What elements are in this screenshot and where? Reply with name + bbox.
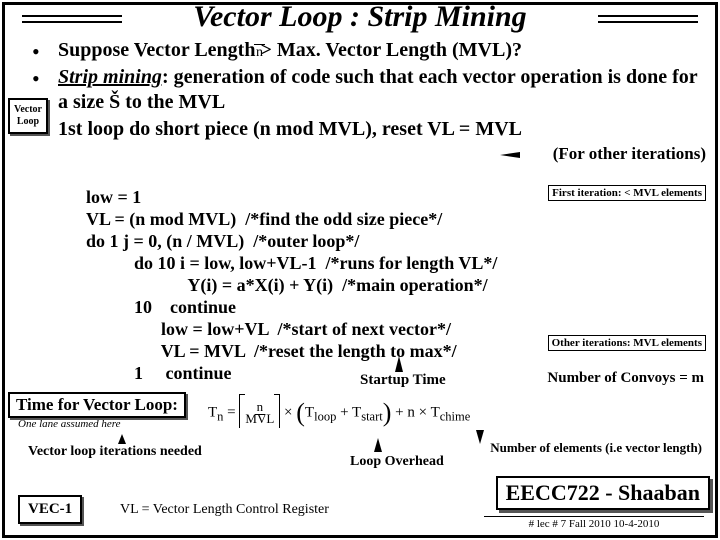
bullet-3-text: 1st loop do short piece (n mod MVL), res… [58,118,522,140]
nelem-label: Number of elements (i.e vector length) [490,440,702,456]
code-l7: low = low+VL /*start of next vector*/ [161,319,451,339]
bullet-list: Suppose Vector Length > Max. Vector Leng… [10,38,710,142]
loop-overhead-label: Loop Overhead [350,454,444,470]
code-block: low = 1 VL = (n mod MVL) /*find the odd … [86,165,497,385]
f-sub: n [217,409,223,423]
strip-mining-link: Strip mining [58,66,162,88]
slide-title: Vector Loop : Strip Mining [0,0,720,34]
f-t1s: loop [314,409,336,423]
sidebox-l2: Loop [10,116,46,128]
other-iter-annot: Other iterations: MVL elements [548,335,706,351]
convoys-label: Number of Convoys = m [547,370,704,387]
f-t2s: start [361,409,383,423]
f-lhs: T [208,404,217,420]
code-l6-lab: 10 [134,297,152,317]
iter-label: Vector loop iterations needed [28,444,202,460]
vector-loop-sidebox: Vector Loop [8,98,48,134]
sidebox-l1: Vector [10,104,46,116]
f-t3s: chime [440,409,471,423]
f-plus: + [340,404,348,420]
code-l2: VL = (n mod MVL) /*find the odd size pie… [86,209,442,229]
first-iter-annot: First iteration: < MVL elements [548,185,706,201]
code-l3: do 1 j = 0, (n / MVL) /*outer loop*/ [86,231,359,251]
f-pl: ( [296,398,305,427]
vec1-box: VEC-1 [18,495,82,524]
lane-note: One lane assumed here [18,418,121,430]
content-area: Suppose Vector Length > Max. Vector Leng… [10,38,710,144]
code-l1: low = 1 [86,187,141,207]
code-l9: continue [166,363,232,383]
course-box: EECC722 - Shaaban [496,476,710,510]
arrow-for-other [500,152,520,158]
startup-label: Startup Time [360,372,446,389]
code-l4: do 10 i = low, low+VL-1 /*runs for lengt… [134,253,497,273]
vl-def: VL = Vector Length Control Register [120,502,329,518]
code-l5: Y(i) = a*X(i) + Y(i) /*main operation*/ [134,275,488,295]
f-plus2: + [395,404,403,420]
f-nx: n × [407,404,427,420]
formula: Tn = nMVL × (Tloop + Tstart) + n × Tchim… [208,396,470,430]
bullet-3: 1st loop do short piece (n mod MVL), res… [58,117,710,142]
bullet-1-text: Suppose Vector Length > Max. Vector Leng… [58,39,522,61]
f-t1: T [305,404,314,420]
code-l9-lab: 1 [134,363,143,383]
bullet-2: Strip mining: generation of code such th… [58,65,710,115]
code-l8: VL = MVL /*reset the length to max*/ [161,341,457,361]
time-box: Time for Vector Loop: [8,392,186,418]
f-pr: ) [383,398,392,427]
title-text: Vector Loop : Strip Mining [193,0,526,33]
arrow-startup [395,356,403,372]
f-fb: MVL [245,411,274,426]
arrow-loopovh [374,438,382,452]
arrow-nelem [476,430,484,444]
arrow-iter [118,434,126,444]
code-l6: continue [170,297,236,317]
f-eq: = [227,404,235,420]
f-t3: T [431,404,440,420]
bullet-1: Suppose Vector Length > Max. Vector Leng… [58,38,710,63]
course-text: EECC722 - Shaaban [506,480,700,506]
f-mul: × [284,404,292,420]
for-other-annot: (For other iterations) [553,144,706,164]
lecture-line: # lec # 7 Fall 2010 10-4-2010 [484,516,704,530]
f-t2: T [352,404,361,420]
